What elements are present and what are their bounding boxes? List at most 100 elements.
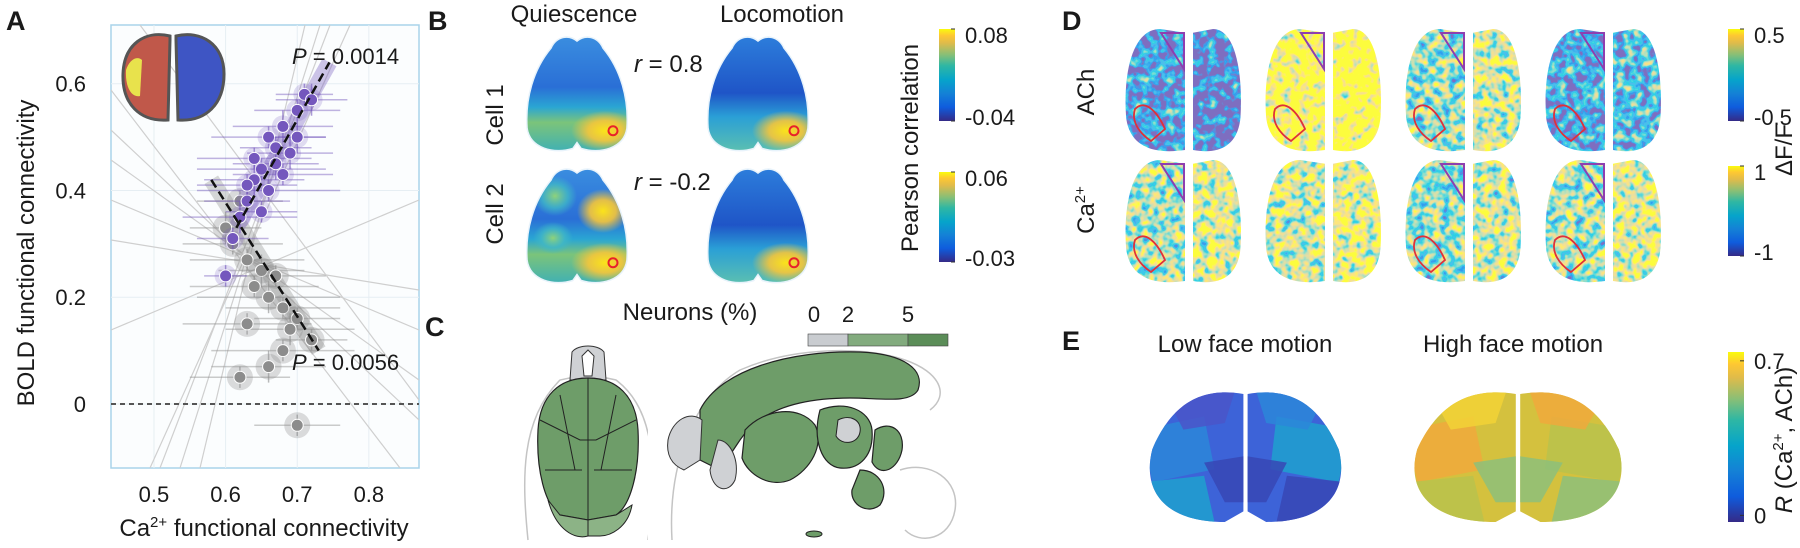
map-outline [707, 36, 809, 152]
colorbar-segment [807, 333, 849, 347]
point [254, 205, 268, 219]
point [290, 130, 304, 144]
row-title: ACh [1073, 69, 1100, 116]
colorbar-tick-label: 0 [1754, 503, 1766, 528]
seed [788, 257, 800, 269]
r-label: r = 0.8 [634, 51, 703, 78]
panel-d: ACh Ca2+ ΔF/F [1072, 29, 1798, 283]
colorbar-tick-label: 5 [902, 302, 914, 327]
region [581, 349, 595, 377]
region [547, 499, 633, 538]
colorbar-tick-label: 0 [808, 302, 820, 327]
map [526, 169, 628, 283]
border [539, 419, 637, 441]
point [305, 93, 319, 107]
hotspot [571, 242, 628, 283]
row-title: Cell 2 [482, 183, 509, 244]
y-tick-label: 0.6 [55, 72, 86, 97]
map [1405, 29, 1465, 152]
colorbar [939, 29, 955, 121]
colorbar-tick-label: 0.7 [1754, 349, 1785, 374]
panel-letter: E [1062, 326, 1080, 356]
panel-letter: C [425, 312, 445, 342]
panel-b: Quiescence Locomotion Cell 1 Cell 2 r = … [482, 1, 924, 284]
olfactory [667, 415, 703, 471]
map-outline [707, 168, 809, 284]
x-tick-label: 0.6 [210, 482, 241, 507]
mask [648, 344, 662, 544]
point [290, 312, 304, 326]
roi-outline [1579, 32, 1605, 73]
column-title: Locomotion [720, 1, 844, 28]
bootstrap-line [111, 89, 401, 468]
colorbar-label: Pearson correlation [897, 44, 924, 252]
seed [607, 257, 619, 269]
point [247, 280, 261, 294]
colorbar [939, 172, 955, 262]
column-title: High face motion [1423, 331, 1603, 358]
annotation-part: = 0.0014 [307, 44, 399, 69]
y-tick-label: 0 [74, 392, 86, 417]
map [1193, 160, 1241, 283]
r-part: = -0.2 [642, 169, 711, 196]
colorbar-tick-label: -0.04 [965, 105, 1015, 130]
y-axis-label: BOLD functional connectivity [13, 100, 40, 407]
annotation-part: P [292, 350, 307, 375]
region [805, 530, 823, 538]
region [741, 411, 819, 484]
x-tick-label: 0.5 [139, 482, 170, 507]
parcel [1270, 416, 1342, 483]
label-part: , ACh) [1771, 367, 1798, 434]
point [276, 344, 290, 358]
r-part: r [634, 51, 643, 78]
y-tick-label: 0.4 [55, 178, 86, 203]
row-title-part: Ca [1073, 203, 1100, 234]
region [709, 439, 737, 490]
map [707, 169, 809, 283]
colorbar-label: ΔF/F [1771, 124, 1798, 176]
inset-brain [121, 33, 226, 122]
row-title: Ca2+ [1072, 186, 1100, 234]
map [1149, 392, 1342, 522]
roi-outline [1553, 104, 1587, 143]
label-part: R [1771, 496, 1798, 513]
roi-outline [1413, 104, 1447, 143]
colorbar-tick-label: 0.06 [965, 166, 1008, 191]
map [1545, 29, 1605, 152]
x-tick-label: 0.8 [354, 482, 385, 507]
colorbar-segment [907, 333, 949, 347]
roi-outline [1299, 32, 1325, 73]
point [290, 418, 304, 432]
roi-outline [1579, 163, 1605, 204]
map [1473, 29, 1521, 152]
colorbar-tick-label: -0.5 [1754, 105, 1792, 130]
point [283, 322, 297, 336]
roi-outline [1439, 163, 1465, 204]
roi-outline [1413, 235, 1447, 274]
panel-letter: D [1062, 6, 1082, 36]
region [125, 58, 142, 97]
map [1193, 29, 1241, 152]
colorbar-tick-label: 1 [1754, 160, 1766, 185]
point [262, 290, 276, 304]
map [1613, 29, 1661, 152]
point [219, 221, 233, 235]
x-tick-label: 0.7 [282, 482, 313, 507]
point [226, 231, 240, 245]
outline [899, 466, 957, 539]
annotation-part: P [292, 44, 307, 69]
fit-line [235, 61, 331, 229]
point [240, 178, 254, 192]
annotation-part: = 0.0056 [307, 350, 399, 375]
r-part: = 0.8 [642, 51, 703, 78]
map-outline [526, 36, 628, 152]
map [526, 37, 628, 151]
seed [788, 125, 800, 137]
roi-outline [1273, 104, 1307, 143]
colorbar-tick-label: 2 [842, 302, 854, 327]
hotspot [752, 110, 809, 151]
map [1333, 160, 1381, 283]
annotation: P = 0.0056 [292, 350, 399, 375]
point [262, 183, 276, 197]
